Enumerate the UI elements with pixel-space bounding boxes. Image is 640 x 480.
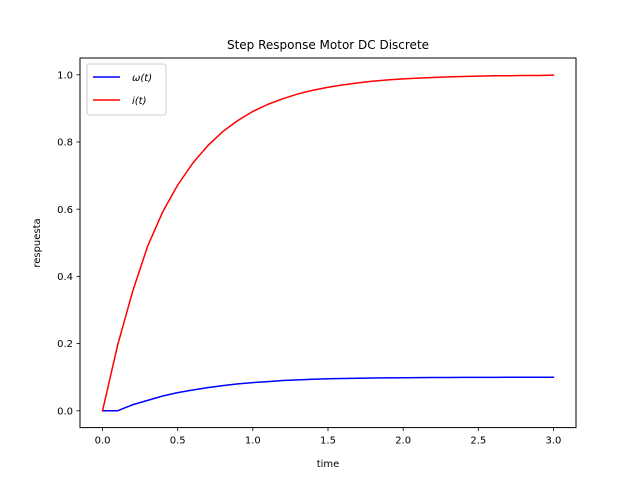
x-tick-label: 2.5: [470, 436, 486, 447]
series-line-current: [101, 74, 555, 412]
legend-box: [86, 63, 167, 116]
legend-label: i(t): [132, 96, 147, 107]
x-tick-label: 1.0: [245, 436, 261, 447]
x-tick-label: 2.0: [395, 436, 411, 447]
plot-frame: [79, 57, 577, 429]
series-line-omega: [101, 376, 555, 412]
y-tick-label: 0.0: [57, 406, 73, 417]
y-tick-label: 1.0: [57, 70, 73, 81]
y-tick-label: 0.4: [57, 272, 73, 283]
x-tick-label: 0.5: [170, 436, 186, 447]
y-tick-label: 0.8: [57, 138, 73, 149]
legend-label: ω(t): [132, 73, 152, 84]
x-tick-label: 0.0: [95, 436, 111, 447]
chart-title: Step Response Motor DC Discrete: [227, 38, 429, 52]
y-axis-label: respuesta: [32, 218, 43, 267]
x-tick-label: 3.0: [546, 436, 562, 447]
y-tick-label: 0.6: [57, 205, 73, 216]
x-axis-label: time: [317, 459, 340, 470]
y-tick-label: 0.2: [57, 339, 73, 350]
series-layer: [101, 74, 555, 412]
legend: ω(t) i(t): [86, 63, 167, 116]
x-tick-label: 1.5: [320, 436, 336, 447]
ticks-layer: 0.0 0.5 1.0 1.5 2.0 2.5 3.0 0.0 0.2 0.4 0.6 0.8 1.0: [57, 70, 561, 446]
